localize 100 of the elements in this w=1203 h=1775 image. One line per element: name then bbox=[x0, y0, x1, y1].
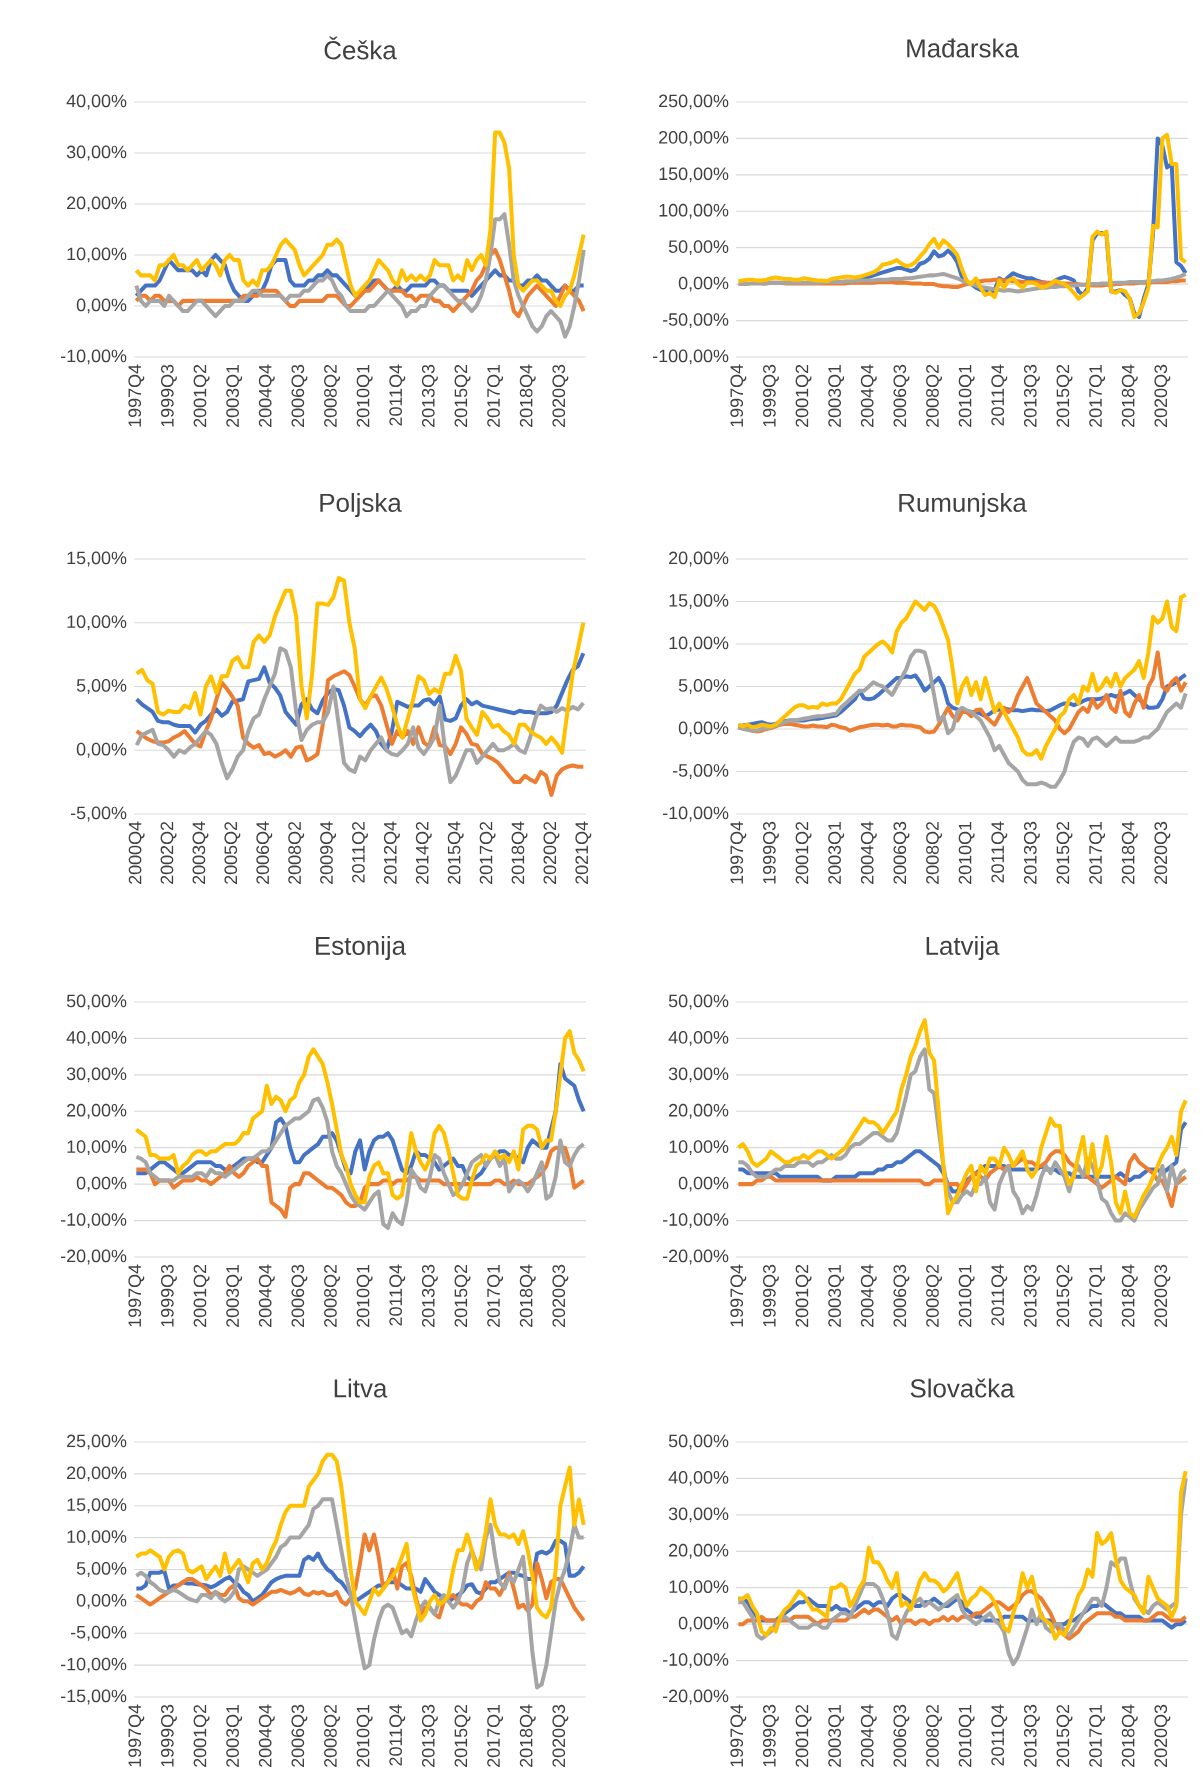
x-tick-label: 2017Q1 bbox=[1089, 1704, 1106, 1767]
y-tick-label: 0,00% bbox=[678, 276, 729, 292]
chart-title: Slovačka bbox=[910, 1378, 1015, 1398]
x-tick-label: 2000Q4 bbox=[128, 821, 145, 884]
x-tick-label: 2006Q3 bbox=[893, 364, 910, 427]
x-tick-label: 2017Q1 bbox=[487, 1704, 504, 1767]
x-tick-label: 2018Q4 bbox=[1121, 1264, 1138, 1327]
line-series bbox=[736, 1469, 1188, 1641]
y-tick-label: 20,00% bbox=[67, 196, 127, 212]
x-tick-label: 2013Q3 bbox=[421, 364, 438, 427]
y-tick-label: 50,00% bbox=[668, 240, 729, 256]
y-tick-label: 20,00% bbox=[669, 1103, 729, 1119]
y-tick-label: -50,00% bbox=[662, 313, 729, 328]
y-tick-label: 30,00% bbox=[668, 1507, 729, 1523]
x-tick-label: 2006Q3 bbox=[291, 1264, 308, 1327]
x-tick-label: 2018Q4 bbox=[1121, 1704, 1138, 1767]
y-tick-label: 40,00% bbox=[668, 1471, 729, 1486]
x-tick-label: 1999Q3 bbox=[160, 1264, 177, 1327]
x-tick-label: 2014Q2 bbox=[415, 821, 432, 884]
y-tick-label: -15,00% bbox=[60, 1689, 127, 1705]
y-tick-label: 10,00% bbox=[67, 1140, 127, 1156]
x-tick-label: 2013Q3 bbox=[421, 1704, 438, 1767]
x-tick-label: 2013Q3 bbox=[421, 1264, 438, 1327]
x-tick-label: 2017Q1 bbox=[1089, 1264, 1106, 1327]
y-tick-label: -10,00% bbox=[662, 1213, 729, 1228]
y-tick-label: 10,00% bbox=[669, 1140, 729, 1156]
x-tick-label: 2003Q1 bbox=[226, 1704, 243, 1767]
x-tick-label: 2008Q2 bbox=[324, 1264, 340, 1327]
y-tick-label: 50,00% bbox=[668, 994, 729, 1010]
y-tick-label: 15,00% bbox=[67, 551, 127, 567]
x-tick-label: 2017Q2 bbox=[479, 821, 496, 884]
x-tick-label: 2015Q2 bbox=[1056, 364, 1073, 427]
x-tick-label: 2018Q4 bbox=[1121, 821, 1138, 884]
x-tick-label: 2010Q1 bbox=[356, 364, 373, 427]
y-tick-label: -10,00% bbox=[662, 806, 729, 822]
x-tick-label: 2004Q4 bbox=[258, 1264, 275, 1327]
x-tick-label: 2004Q4 bbox=[860, 1264, 877, 1327]
y-tick-label: 20,00% bbox=[67, 1103, 127, 1119]
y-tick-label: 40,00% bbox=[66, 94, 127, 110]
y-tick-label: 25,00% bbox=[67, 1434, 127, 1450]
x-tick-label: 2020Q3 bbox=[1154, 1704, 1171, 1767]
x-tick-label: 2004Q4 bbox=[258, 364, 275, 427]
y-tick-label: 20,00% bbox=[669, 1543, 729, 1559]
y-tick-label: 30,00% bbox=[668, 1067, 729, 1083]
x-tick-label: 1997Q4 bbox=[128, 1704, 145, 1767]
x-tick-label: 2011Q4 bbox=[389, 1264, 406, 1326]
y-tick-label: -5,00% bbox=[70, 1625, 127, 1641]
x-tick-label: 2006Q4 bbox=[256, 821, 273, 884]
x-tick-label: 1999Q3 bbox=[762, 821, 779, 884]
y-tick-label: 0,00% bbox=[76, 298, 127, 314]
x-tick-label: 2006Q3 bbox=[291, 364, 308, 427]
y-tick-label: 50,00% bbox=[668, 1434, 729, 1450]
y-tick-label: 0,00% bbox=[76, 1593, 127, 1609]
y-tick-label: 10,00% bbox=[67, 247, 127, 263]
x-tick-label: 2001Q2 bbox=[795, 364, 812, 427]
x-tick-label: 2001Q2 bbox=[795, 821, 812, 884]
y-tick-label: 100,00% bbox=[659, 203, 729, 219]
x-tick-label: 2006Q3 bbox=[291, 1704, 308, 1767]
y-tick-label: -5,00% bbox=[672, 764, 729, 779]
chart-title: Latvija bbox=[926, 935, 1000, 961]
x-tick-label: 2020Q3 bbox=[1154, 1264, 1171, 1327]
x-tick-label: 2004Q4 bbox=[860, 821, 877, 884]
x-tick-label: 2003Q1 bbox=[828, 1264, 845, 1327]
y-tick-label: -10,00% bbox=[60, 1213, 127, 1228]
x-tick-label: 2020Q3 bbox=[1154, 364, 1171, 427]
x-tick-label: 2018Q4 bbox=[519, 1264, 536, 1327]
y-tick-label: 10,00% bbox=[669, 1580, 729, 1596]
x-tick-label: 2010Q1 bbox=[356, 1264, 373, 1327]
x-tick-label: 2010Q1 bbox=[356, 1704, 373, 1767]
x-tick-label: 2003Q1 bbox=[226, 1264, 243, 1327]
x-tick-label: 2008Q2 bbox=[324, 364, 340, 427]
x-tick-label: 2015Q2 bbox=[1056, 1704, 1073, 1767]
y-tick-label: 150,00% bbox=[659, 167, 729, 183]
x-tick-label: 2011Q4 bbox=[991, 1704, 1008, 1766]
chart-title: Litva bbox=[334, 1378, 388, 1398]
x-tick-label: 1997Q4 bbox=[128, 364, 145, 427]
x-tick-label: 2018Q4 bbox=[511, 821, 528, 884]
y-tick-label: 0,00% bbox=[76, 1176, 127, 1192]
x-tick-label: 1999Q3 bbox=[160, 364, 177, 427]
x-tick-label: 2004Q4 bbox=[860, 364, 877, 427]
x-tick-label: 2017Q1 bbox=[487, 364, 504, 427]
x-tick-label: 2017Q1 bbox=[1089, 821, 1106, 884]
x-tick-label: 1997Q4 bbox=[730, 821, 747, 884]
x-tick-label: 2021Q4 bbox=[575, 821, 592, 884]
x-tick-label: 2003Q1 bbox=[828, 1704, 845, 1767]
x-tick-label: 1997Q4 bbox=[128, 1264, 145, 1327]
y-tick-label: -10,00% bbox=[60, 349, 127, 365]
y-tick-label: 40,00% bbox=[66, 1031, 127, 1046]
x-tick-label: 2020Q3 bbox=[552, 1704, 569, 1767]
x-tick-label: 2003Q1 bbox=[828, 364, 845, 427]
y-tick-label: 15,00% bbox=[67, 1498, 127, 1514]
y-tick-label: -20,00% bbox=[662, 1689, 729, 1705]
x-tick-label: 2017Q1 bbox=[487, 1264, 504, 1327]
x-tick-label: 2020Q3 bbox=[552, 1264, 569, 1327]
x-tick-label: 2020Q2 bbox=[543, 821, 560, 884]
x-tick-label: 2006Q3 bbox=[893, 821, 910, 884]
line-series bbox=[134, 576, 586, 755]
x-tick-label: 2013Q3 bbox=[1023, 821, 1040, 884]
x-tick-label: 2011Q4 bbox=[991, 364, 1008, 426]
x-tick-label: 2010Q1 bbox=[958, 821, 975, 884]
